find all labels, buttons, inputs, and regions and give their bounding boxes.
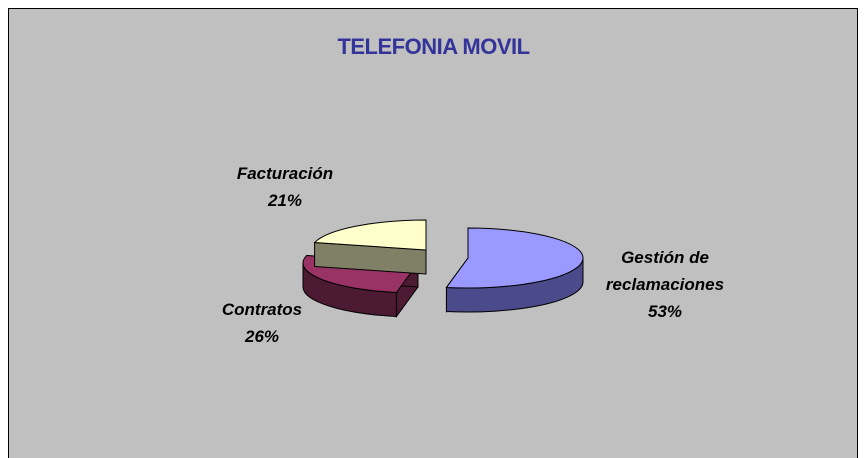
pie-slice — [313, 219, 427, 275]
data-label: Contratos 26% — [222, 296, 302, 350]
slice-top — [445, 227, 584, 289]
value-label: 21% — [267, 191, 303, 210]
category-label: Contratos — [221, 300, 303, 319]
category-label: Gestión de reclamaciones — [605, 248, 725, 294]
chart-title: TELEFONIA MOVIL — [337, 34, 530, 59]
category-label: Facturación — [236, 164, 334, 183]
value-label: 26% — [244, 327, 280, 346]
data-label: Gestión de reclamaciones 53% — [595, 244, 735, 325]
pie-slice — [445, 227, 584, 313]
data-label: Facturación 21% — [237, 160, 333, 214]
chart-area — [8, 8, 858, 458]
slice-top — [313, 219, 427, 251]
value-label: 53% — [647, 302, 683, 321]
